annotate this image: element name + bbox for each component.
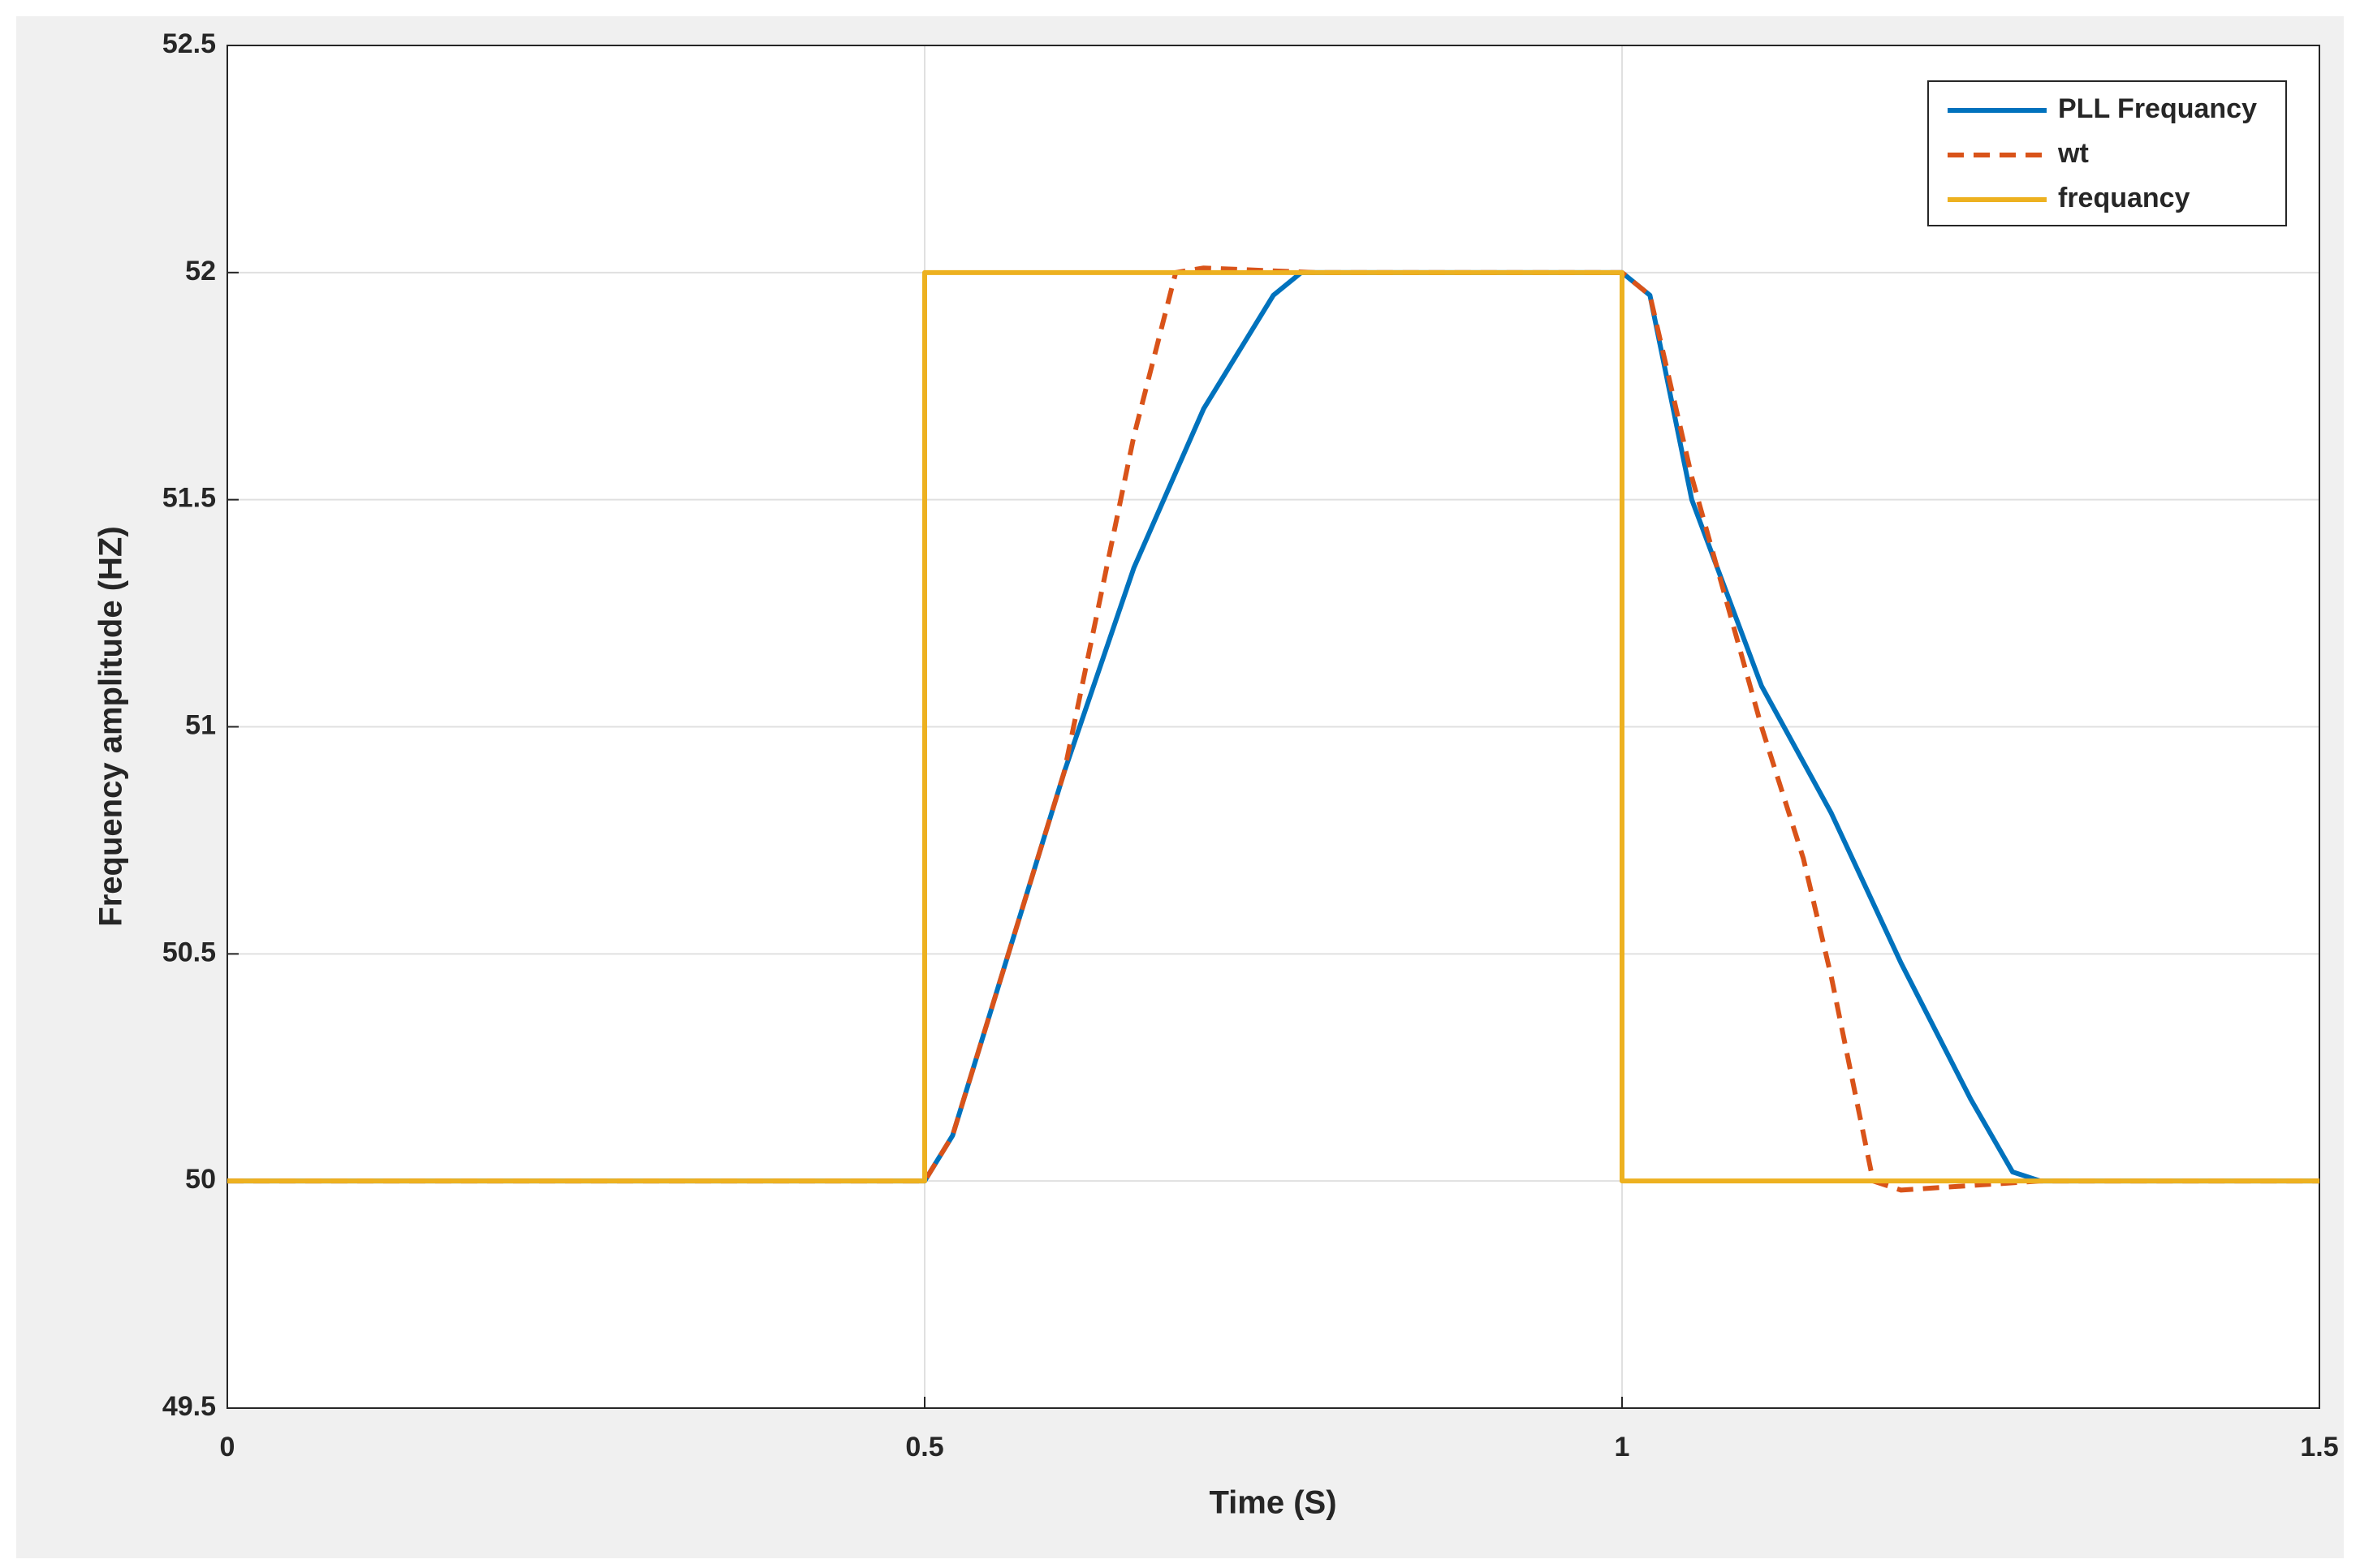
y-tick-label: 50.5 [162,937,216,967]
legend-label: wt [2057,138,2089,169]
y-tick-label: 49.5 [162,1391,216,1422]
x-tick-label: 0 [220,1432,235,1462]
y-tick-label: 50 [185,1164,216,1195]
series-line [227,269,2319,1184]
y-tick-label: 52 [185,256,216,286]
legend-label: PLL Frequancy [2058,93,2257,124]
x-axis-label: Time (S) [1209,1485,1336,1521]
x-tick-label: 0.5 [905,1432,943,1462]
x-tick-label: 1.5 [2300,1432,2338,1462]
x-tick-label: 1 [1615,1432,1630,1462]
legend-label: frequancy [2058,183,2190,213]
y-tick-label: 51 [185,709,216,740]
y-axis-label: Frequency amplitude (HZ) [93,526,129,926]
plot-frame [227,45,2320,1409]
y-tick-label: 52.5 [162,28,216,59]
y-tick-label: 51.5 [162,483,216,514]
